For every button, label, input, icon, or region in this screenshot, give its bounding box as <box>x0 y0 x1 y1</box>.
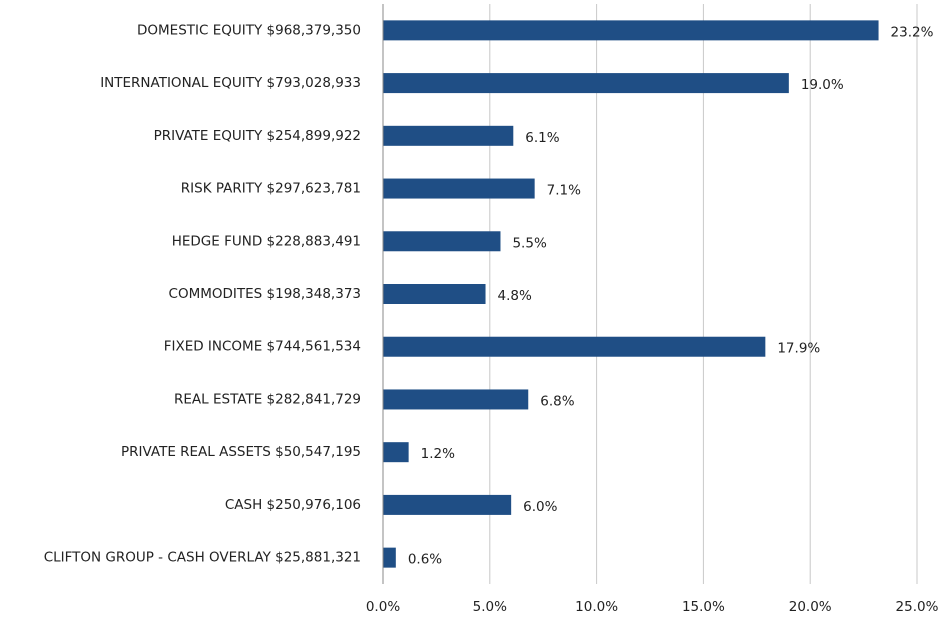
x-tick-label: 25.0% <box>896 599 939 615</box>
bar <box>383 284 486 304</box>
bar <box>383 125 514 146</box>
data-label: 6.8% <box>540 393 574 409</box>
data-label: 23.2% <box>891 24 934 40</box>
y-tick-label: CASH $250,976,106 <box>225 497 361 513</box>
data-label: 0.6% <box>408 552 442 568</box>
y-tick-label: REAL ESTATE $282,841,729 <box>174 391 361 407</box>
x-tick-label: 10.0% <box>575 599 618 615</box>
x-tick-label: 15.0% <box>682 599 725 615</box>
y-tick-label: INTERNATIONAL EQUITY $793,028,933 <box>100 75 361 91</box>
y-tick-label: PRIVATE REAL ASSETS $50,547,195 <box>121 444 361 460</box>
bar <box>383 178 535 199</box>
bar <box>383 73 789 94</box>
data-label: 5.5% <box>512 235 546 251</box>
y-tick-label: FIXED INCOME $744,561,534 <box>164 339 361 355</box>
x-tick-label: 5.0% <box>473 599 507 615</box>
data-label: 6.1% <box>525 130 559 146</box>
x-tick-label: 20.0% <box>789 599 832 615</box>
y-tick-label: DOMESTIC EQUITY $968,379,350 <box>137 22 361 38</box>
bar <box>383 336 766 357</box>
bar <box>383 547 396 568</box>
bar <box>383 442 409 463</box>
y-tick-label: HEDGE FUND $228,883,491 <box>172 233 361 249</box>
data-label: 19.0% <box>801 77 844 93</box>
y-tick-label: PRIVATE EQUITY $254,899,922 <box>154 128 361 144</box>
y-tick-label: CLIFTON GROUP - CASH OVERLAY $25,881,321 <box>44 550 361 566</box>
bar <box>383 231 501 252</box>
y-tick-label: RISK PARITY $297,623,781 <box>181 181 361 197</box>
bar <box>383 20 879 41</box>
bar <box>383 494 512 515</box>
y-tick-label: COMMODITES $198,348,373 <box>169 286 361 302</box>
data-label: 6.0% <box>523 499 557 515</box>
x-tick-label: 0.0% <box>366 599 400 615</box>
data-label: 4.8% <box>498 288 532 304</box>
bar <box>383 389 529 410</box>
data-label: 17.9% <box>777 341 820 357</box>
data-label: 7.1% <box>547 183 581 199</box>
data-label: 1.2% <box>421 446 455 462</box>
